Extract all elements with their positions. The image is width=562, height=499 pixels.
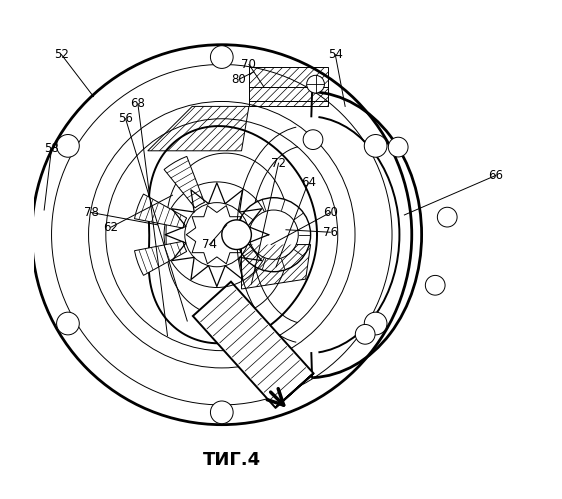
Text: 76: 76 — [323, 226, 338, 239]
Circle shape — [364, 312, 387, 335]
Polygon shape — [134, 194, 187, 228]
Text: 74: 74 — [202, 238, 217, 251]
Polygon shape — [193, 281, 314, 408]
Text: 52: 52 — [54, 48, 69, 61]
Text: 66: 66 — [488, 169, 503, 182]
Text: 80: 80 — [232, 73, 246, 86]
Polygon shape — [275, 373, 314, 408]
Circle shape — [303, 130, 323, 150]
Circle shape — [57, 312, 79, 335]
Circle shape — [210, 46, 233, 68]
Text: ΤИГ.4: ΤИГ.4 — [202, 451, 261, 469]
Circle shape — [425, 275, 445, 295]
Circle shape — [355, 324, 375, 344]
Text: 62: 62 — [103, 221, 118, 234]
Text: 78: 78 — [84, 206, 98, 219]
Text: 56: 56 — [118, 112, 133, 125]
Text: 68: 68 — [130, 97, 146, 110]
Circle shape — [222, 220, 251, 250]
Circle shape — [364, 135, 387, 157]
Circle shape — [307, 75, 324, 93]
Text: 54: 54 — [328, 48, 343, 61]
Circle shape — [388, 137, 408, 157]
Circle shape — [249, 210, 298, 259]
Circle shape — [437, 207, 457, 227]
Text: 60: 60 — [323, 206, 338, 219]
Text: 64: 64 — [301, 176, 316, 190]
Text: 70: 70 — [242, 58, 256, 71]
Circle shape — [237, 198, 311, 271]
Polygon shape — [134, 242, 187, 275]
Circle shape — [210, 401, 233, 424]
Text: 58: 58 — [44, 142, 59, 155]
Circle shape — [57, 135, 79, 157]
Polygon shape — [164, 156, 205, 208]
Text: 72: 72 — [271, 157, 286, 170]
